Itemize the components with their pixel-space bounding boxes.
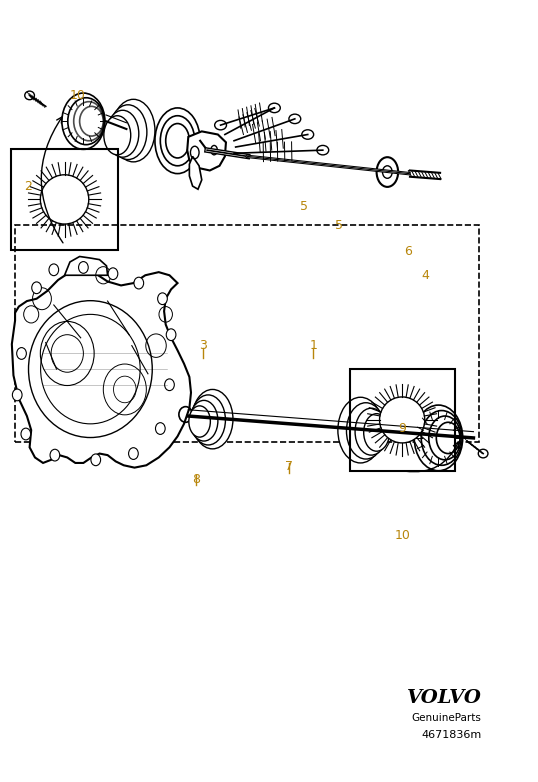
Polygon shape (12, 270, 191, 468)
Text: 2: 2 (24, 180, 32, 192)
Polygon shape (189, 156, 202, 189)
Ellipse shape (317, 145, 329, 155)
Text: 8: 8 (193, 473, 200, 486)
Ellipse shape (355, 408, 387, 455)
Ellipse shape (40, 174, 89, 224)
Text: 4: 4 (421, 269, 429, 282)
Ellipse shape (50, 449, 60, 461)
Ellipse shape (108, 267, 118, 279)
Text: 7: 7 (286, 461, 293, 473)
Text: 4671836m: 4671836m (421, 730, 482, 740)
Ellipse shape (79, 261, 88, 273)
Ellipse shape (112, 99, 155, 162)
Ellipse shape (268, 103, 280, 113)
Ellipse shape (62, 93, 105, 149)
Ellipse shape (129, 447, 138, 459)
Ellipse shape (346, 403, 385, 459)
Text: 9: 9 (399, 422, 406, 435)
Ellipse shape (414, 405, 463, 471)
Ellipse shape (25, 91, 34, 99)
Polygon shape (65, 256, 108, 275)
Ellipse shape (155, 108, 200, 174)
Ellipse shape (91, 454, 101, 466)
Ellipse shape (377, 157, 398, 187)
Ellipse shape (192, 389, 233, 449)
Ellipse shape (109, 105, 147, 160)
Ellipse shape (166, 124, 189, 158)
Ellipse shape (12, 389, 22, 400)
Text: VOLVO: VOLVO (407, 688, 482, 707)
Ellipse shape (134, 277, 144, 289)
Text: 10: 10 (70, 89, 86, 102)
Ellipse shape (436, 422, 460, 454)
Ellipse shape (189, 406, 210, 437)
Ellipse shape (429, 416, 461, 460)
Ellipse shape (380, 397, 425, 443)
Ellipse shape (155, 422, 165, 435)
Ellipse shape (107, 110, 139, 157)
Ellipse shape (215, 120, 226, 130)
Ellipse shape (104, 116, 131, 155)
Text: 5: 5 (300, 200, 308, 213)
Ellipse shape (421, 411, 462, 465)
Ellipse shape (158, 292, 167, 304)
Text: 3: 3 (200, 339, 207, 352)
Ellipse shape (364, 414, 390, 451)
Text: GenuineParts: GenuineParts (412, 713, 482, 723)
Ellipse shape (302, 130, 314, 139)
Text: 1: 1 (309, 339, 317, 352)
Ellipse shape (478, 449, 488, 457)
Ellipse shape (289, 114, 301, 124)
Ellipse shape (49, 264, 59, 275)
Ellipse shape (160, 116, 195, 166)
Text: 10: 10 (394, 529, 410, 542)
Polygon shape (187, 131, 226, 170)
Ellipse shape (338, 397, 383, 463)
Ellipse shape (191, 395, 225, 445)
Text: 5: 5 (335, 219, 343, 231)
Ellipse shape (17, 347, 26, 359)
Ellipse shape (32, 282, 41, 293)
Ellipse shape (165, 378, 174, 390)
Ellipse shape (166, 328, 176, 341)
Ellipse shape (190, 400, 218, 441)
Text: 6: 6 (404, 246, 412, 258)
Ellipse shape (21, 428, 31, 439)
